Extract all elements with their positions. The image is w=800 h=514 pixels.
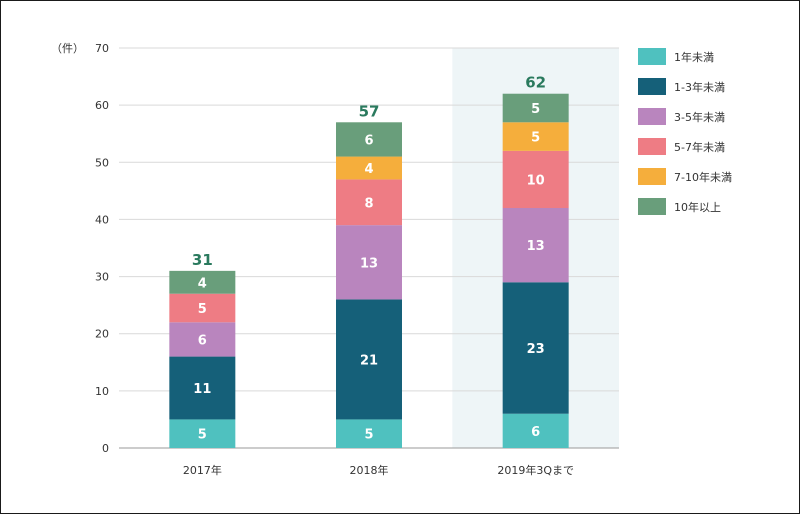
- segment-value-label: 4: [364, 162, 373, 177]
- x-tick-label: 2017年: [183, 463, 222, 477]
- legend-entry: 5-7年未満: [674, 140, 725, 154]
- bar-segment: [336, 122, 402, 157]
- y-tick-label: 0: [102, 442, 109, 455]
- bar-segment: [169, 270, 236, 294]
- segment-value-label: 11: [193, 382, 211, 397]
- legend-swatch: [638, 48, 666, 65]
- bar-segment: [502, 122, 569, 151]
- bar-segment: [336, 156, 402, 180]
- legend: 1年未満 1-3年未満 3-5年未満 5-7年未満 7-10年未満 10年以上: [638, 48, 732, 215]
- y-tick-label: 70: [95, 42, 109, 55]
- segment-value-label: 21: [360, 353, 378, 368]
- bar-segment: [336, 225, 402, 300]
- legend-entry: 10年以上: [674, 200, 721, 214]
- segment-value-label: 13: [527, 239, 545, 254]
- x-tick-label: 2018年: [350, 463, 389, 477]
- x-tick-label: 2019年3Qまで: [497, 463, 574, 477]
- segment-value-label: 13: [360, 256, 378, 271]
- legend-swatch: [638, 168, 666, 185]
- bar-segment: [502, 208, 569, 283]
- segment-value-label: 5: [531, 102, 540, 117]
- segment-value-label: 10: [527, 173, 545, 188]
- segment-value-label: 5: [364, 428, 373, 443]
- y-unit-label: （件）: [51, 42, 84, 55]
- bar-segment: [502, 93, 569, 123]
- legend-entry: 1-3年未満: [674, 80, 725, 94]
- segment-value-label: 5: [198, 302, 207, 317]
- y-tick-label: 30: [95, 271, 109, 284]
- bar-segment: [169, 322, 236, 357]
- total-label: 31: [192, 251, 213, 269]
- bar-segment: [169, 293, 236, 323]
- bar-segment: [336, 419, 402, 448]
- bar-segment: [336, 179, 402, 226]
- bar-segment: [169, 419, 236, 448]
- legend-swatch: [638, 138, 666, 155]
- segment-value-label: 4: [198, 276, 207, 291]
- y-tick-label: 60: [95, 99, 109, 112]
- legend-swatch: [638, 198, 666, 215]
- bar-segment: [336, 299, 402, 420]
- y-tick-label: 50: [95, 156, 109, 169]
- y-tick-label: 20: [95, 328, 109, 341]
- segment-value-label: 5: [198, 428, 207, 443]
- y-tick-label: 10: [95, 385, 109, 398]
- segment-value-label: 6: [364, 133, 373, 148]
- y-axis: （件） 0 10 20 30 40 50 60 70: [51, 42, 109, 455]
- label-layer: 5 11 6 5 4 31 2017年 5 21 13 8 4 6 57 2018年 6 23 13 10 5 5 62 2…: [183, 74, 574, 477]
- legend-entry: 3-5年未満: [674, 110, 725, 124]
- segment-value-label: 5: [531, 131, 540, 146]
- legend-swatch: [638, 78, 666, 95]
- total-label: 57: [359, 102, 380, 120]
- segment-value-label: 6: [198, 333, 207, 348]
- bar-segment: [502, 150, 569, 208]
- legend-entry: 1年未満: [674, 50, 714, 64]
- bar-segment: [502, 282, 569, 414]
- segment-value-label: 8: [364, 196, 373, 211]
- legend-swatch: [638, 108, 666, 125]
- total-label: 62: [525, 74, 546, 92]
- bar-layer: [169, 93, 569, 448]
- bar-segment: [502, 413, 569, 448]
- legend-entry: 7-10年未満: [674, 170, 732, 184]
- segment-value-label: 23: [527, 342, 545, 357]
- segment-value-label: 6: [531, 425, 540, 440]
- bar-segment: [169, 356, 236, 420]
- y-tick-label: 40: [95, 213, 109, 226]
